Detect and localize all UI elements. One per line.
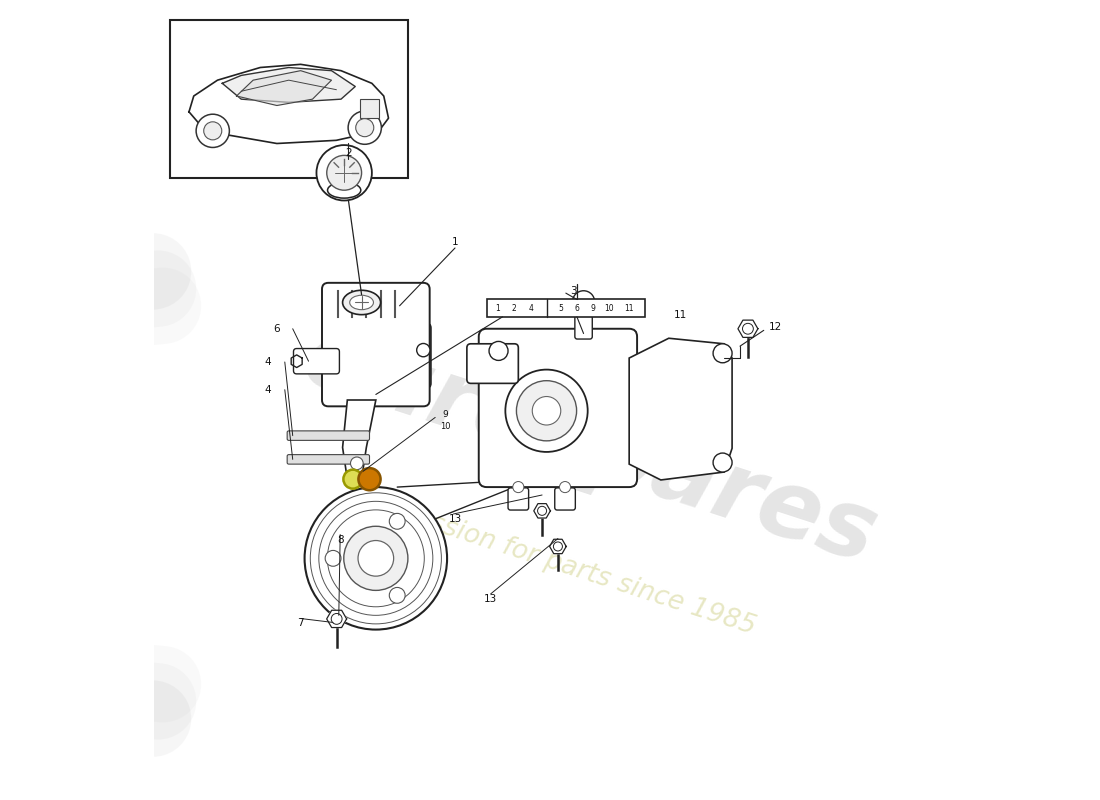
Polygon shape xyxy=(342,400,376,479)
Circle shape xyxy=(572,290,595,313)
FancyBboxPatch shape xyxy=(405,323,431,388)
Text: 10: 10 xyxy=(604,304,614,313)
Text: 12: 12 xyxy=(769,322,782,332)
Circle shape xyxy=(742,323,754,334)
Circle shape xyxy=(326,550,341,566)
Text: 9: 9 xyxy=(442,410,449,418)
Circle shape xyxy=(196,114,230,147)
Circle shape xyxy=(417,343,430,357)
Text: 5: 5 xyxy=(559,304,563,313)
Text: 11: 11 xyxy=(625,304,634,313)
Text: 4: 4 xyxy=(264,385,271,394)
Text: 2: 2 xyxy=(344,148,351,158)
Text: 4: 4 xyxy=(529,304,534,313)
Circle shape xyxy=(389,514,405,530)
Circle shape xyxy=(204,122,222,140)
Text: 13: 13 xyxy=(449,514,462,524)
FancyBboxPatch shape xyxy=(287,431,370,440)
Polygon shape xyxy=(222,67,355,102)
Circle shape xyxy=(713,344,733,362)
Ellipse shape xyxy=(350,295,374,310)
Circle shape xyxy=(351,457,363,470)
Circle shape xyxy=(389,587,405,603)
Circle shape xyxy=(358,541,394,576)
Text: eurospares: eurospares xyxy=(292,311,888,583)
FancyBboxPatch shape xyxy=(554,488,575,510)
Text: 1: 1 xyxy=(452,237,459,246)
FancyBboxPatch shape xyxy=(287,454,370,464)
Text: 1: 1 xyxy=(495,304,500,313)
Text: 10: 10 xyxy=(440,422,451,430)
Text: 3: 3 xyxy=(571,286,578,296)
FancyBboxPatch shape xyxy=(575,302,592,339)
Text: 7: 7 xyxy=(297,618,304,628)
FancyBboxPatch shape xyxy=(322,283,430,406)
Bar xyxy=(360,99,379,118)
Text: a passion for parts since 1985: a passion for parts since 1985 xyxy=(373,492,759,640)
Polygon shape xyxy=(327,610,346,627)
Ellipse shape xyxy=(328,182,361,198)
Circle shape xyxy=(359,468,381,490)
FancyBboxPatch shape xyxy=(478,329,637,487)
Circle shape xyxy=(348,111,382,144)
Circle shape xyxy=(713,453,733,472)
Circle shape xyxy=(513,482,524,493)
Ellipse shape xyxy=(342,290,381,314)
Circle shape xyxy=(490,342,508,361)
Circle shape xyxy=(327,155,362,190)
Text: 13: 13 xyxy=(484,594,497,605)
Circle shape xyxy=(505,370,587,452)
Polygon shape xyxy=(236,70,331,106)
Text: 2: 2 xyxy=(512,304,516,313)
FancyBboxPatch shape xyxy=(508,488,529,510)
Circle shape xyxy=(317,145,372,201)
Circle shape xyxy=(355,118,374,137)
Polygon shape xyxy=(550,539,566,554)
Polygon shape xyxy=(629,338,733,480)
Text: 8: 8 xyxy=(337,535,343,545)
FancyBboxPatch shape xyxy=(466,344,518,383)
Polygon shape xyxy=(738,320,758,338)
Bar xyxy=(486,299,645,317)
FancyBboxPatch shape xyxy=(294,349,340,374)
Circle shape xyxy=(516,381,576,441)
Circle shape xyxy=(305,487,447,630)
Circle shape xyxy=(331,614,342,624)
Circle shape xyxy=(553,542,562,551)
Text: 6: 6 xyxy=(274,324,280,334)
Bar xyxy=(170,20,407,178)
Circle shape xyxy=(560,482,571,493)
Text: 9: 9 xyxy=(591,304,595,313)
Text: 11: 11 xyxy=(674,310,688,320)
Text: 6: 6 xyxy=(574,304,580,313)
Circle shape xyxy=(343,470,362,489)
Polygon shape xyxy=(534,504,550,518)
Circle shape xyxy=(538,506,547,515)
Circle shape xyxy=(344,526,408,590)
Text: 4: 4 xyxy=(264,357,271,367)
Circle shape xyxy=(532,397,561,425)
